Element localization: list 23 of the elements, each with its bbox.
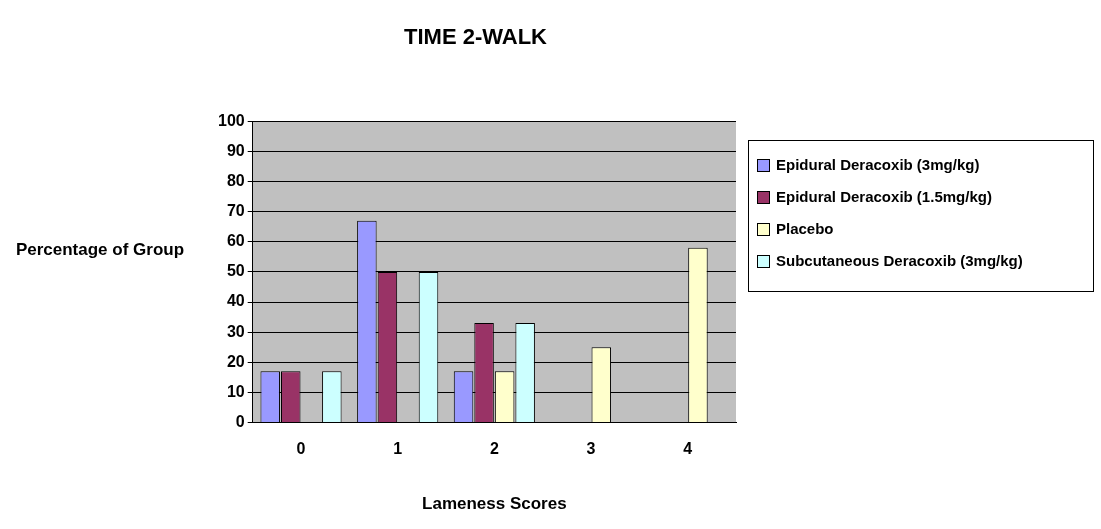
legend-label: Epidural Deracoxib (3mg/kg) — [776, 155, 980, 175]
y-tick-label: 50 — [226, 262, 245, 280]
y-tick-label: 40 — [226, 292, 245, 310]
y-tick-label: 20 — [226, 352, 245, 370]
y-tick-label: 80 — [226, 172, 245, 190]
x-tick-label: 4 — [683, 440, 693, 458]
y-tick-label: 70 — [226, 202, 245, 220]
x-tick-label: 1 — [393, 440, 403, 458]
x-axis-title: Lameness Scores — [422, 494, 567, 514]
y-tick-label: 100 — [217, 111, 245, 129]
x-tick-label: 0 — [296, 440, 306, 458]
x-tick-label: 3 — [586, 440, 596, 458]
y-axis-title: Percentage of Group — [14, 239, 186, 261]
y-tick-label: 0 — [235, 412, 245, 430]
x-tick-label: 2 — [489, 440, 499, 458]
legend-label: Placebo — [776, 219, 834, 239]
legend-label: Epidural Deracoxib (1.5mg/kg) — [776, 187, 992, 207]
legend-label: Subcutaneous Deracoxib (3mg/kg) — [776, 251, 1023, 271]
y-tick-label: 30 — [226, 322, 245, 340]
y-tick-label: 10 — [226, 382, 245, 400]
y-tick-label: 90 — [226, 141, 245, 159]
chart-title: TIME 2-WALK — [404, 24, 548, 50]
y-tick-label: 60 — [226, 232, 245, 250]
